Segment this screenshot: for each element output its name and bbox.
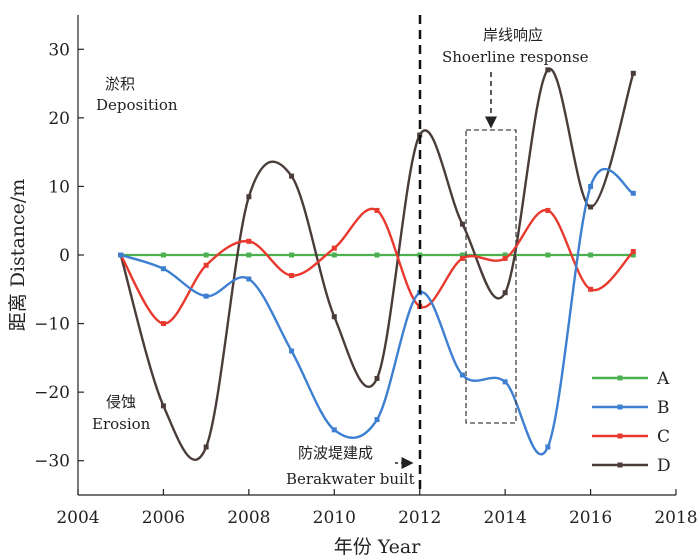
y-tick-label: −20: [34, 383, 70, 403]
x-tick-label: 2018: [654, 508, 697, 528]
data-point-C: [246, 238, 252, 244]
data-point-B: [160, 266, 166, 272]
data-point-A: [160, 252, 166, 258]
data-point-B: [374, 417, 380, 423]
annotation-deposition-en: Deposition: [96, 96, 178, 114]
data-point-A: [331, 252, 337, 258]
x-tick-label: 2004: [56, 508, 99, 528]
y-tick-label: 20: [48, 109, 70, 129]
data-point-D: [545, 67, 551, 73]
x-tick-label: 2014: [484, 508, 527, 528]
y-tick-label: 30: [48, 40, 70, 60]
data-point-D: [203, 444, 209, 450]
data-point-D: [160, 403, 166, 409]
data-point-B: [289, 348, 295, 354]
y-tick-label: 0: [59, 246, 70, 266]
data-point-B: [203, 293, 209, 299]
legend-label: C: [657, 427, 670, 447]
data-point-B: [459, 372, 465, 378]
annotation-erosion-cn: 侵蚀: [106, 393, 136, 411]
data-point-A: [203, 252, 209, 258]
data-point-C: [502, 255, 508, 261]
legend-marker: [617, 375, 623, 381]
data-point-D: [246, 194, 252, 200]
legend-item-A: A: [592, 369, 670, 389]
axis-ticks: 2004 2006 2008 2010 2012 2014 2016 2018−30−20−1…: [34, 40, 698, 528]
data-point-B: [502, 379, 508, 385]
legend-label: A: [656, 369, 670, 389]
legend-marker: [617, 404, 623, 410]
legend-label: B: [657, 398, 670, 418]
legend-marker: [617, 462, 623, 468]
data-point-C: [160, 321, 166, 327]
data-point-C: [545, 207, 551, 213]
data-point-B: [246, 276, 252, 282]
data-point-A: [459, 252, 465, 258]
y-tick-label: −10: [34, 315, 70, 335]
x-tick-label: 2016: [569, 508, 612, 528]
annotation-response-en: Shoerline response: [442, 48, 589, 66]
legend-item-C: C: [592, 427, 670, 447]
y-tick-label: 10: [48, 177, 70, 197]
data-point-C: [374, 207, 380, 213]
x-tick-label: 2012: [398, 508, 441, 528]
data-point-D: [374, 375, 380, 381]
data-point-A: [289, 252, 295, 258]
data-point-A: [502, 252, 508, 258]
response-box: [465, 129, 517, 424]
data-point-C: [630, 249, 636, 255]
data-point-B: [630, 190, 636, 196]
y-axis-title: 距离 Distance/m: [7, 179, 29, 332]
data-point-A: [545, 252, 551, 258]
data-point-C: [203, 262, 209, 268]
data-point-D: [502, 290, 508, 296]
x-axis-title: 年份 Year: [334, 536, 422, 558]
data-point-A: [588, 252, 594, 258]
annotation-deposition-cn: 淤积: [105, 75, 135, 93]
legend-item-B: B: [592, 398, 670, 418]
data-point-A: [374, 252, 380, 258]
data-point-D: [331, 314, 337, 320]
data-point-D: [630, 70, 636, 76]
data-point-D: [459, 221, 465, 227]
annotation-response-cn: 岸线响应: [483, 26, 543, 44]
data-point-A: [630, 252, 636, 258]
data-point-C: [289, 273, 295, 279]
data-point-D: [588, 204, 594, 210]
data-point-C: [331, 245, 337, 251]
series-line-B: [120, 167, 634, 456]
annotation-breakwater-en: Berakwater built: [286, 470, 415, 488]
data-point-B: [118, 252, 124, 258]
data-point-A: [246, 252, 252, 258]
x-tick-label: 2008: [227, 508, 270, 528]
legend-marker: [617, 433, 623, 439]
x-tick-label: 2006: [142, 508, 185, 528]
data-point-C: [588, 286, 594, 292]
data-point-C: [459, 255, 465, 261]
data-point-B: [545, 444, 551, 450]
legend-label: D: [657, 456, 671, 476]
y-tick-label: −30: [34, 452, 70, 472]
legend-item-D: D: [592, 456, 671, 476]
annotation-erosion-en: Erosion: [92, 415, 151, 433]
data-point-B: [331, 427, 337, 433]
data-point-B: [588, 183, 594, 189]
annotation-breakwater-cn: 防波堤建成: [298, 444, 373, 462]
data-point-D: [289, 173, 295, 179]
x-tick-label: 2010: [313, 508, 356, 528]
